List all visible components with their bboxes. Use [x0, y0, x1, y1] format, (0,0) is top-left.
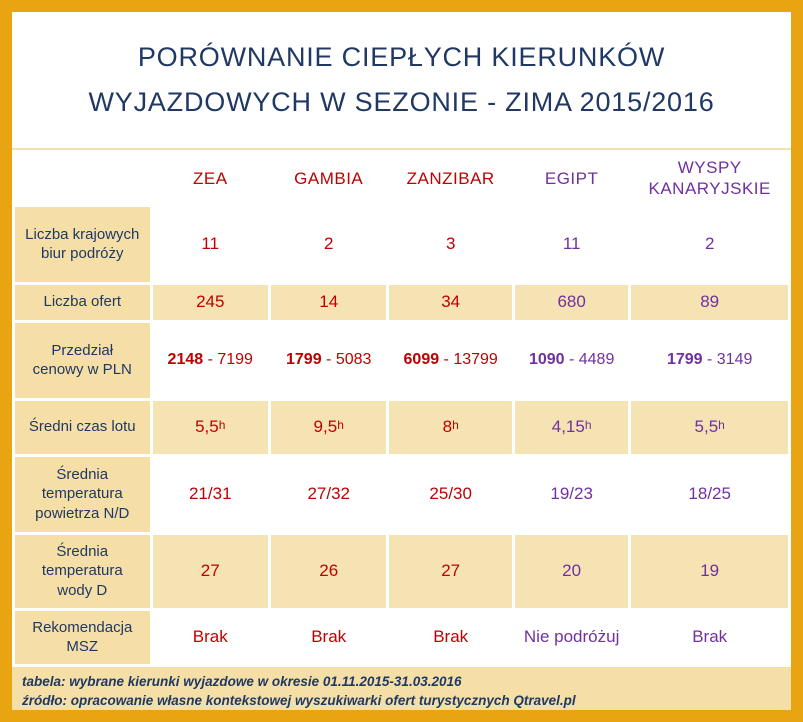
row-label: Rekomendacja MSZ — [12, 607, 153, 667]
value-cell: 1799 - 5083 — [267, 319, 390, 401]
table-row: Średnia temperatura wody D 27 26 27 20 19 — [12, 531, 791, 611]
value-cell: 6099 - 13799 — [386, 319, 515, 401]
value-cell: 21/31 — [149, 453, 271, 535]
value-cell: 27 — [386, 531, 515, 611]
value-cell: 14 — [267, 281, 390, 323]
table-row: Średnia temperatura powietrza N/D 21/31 27… — [12, 453, 791, 535]
column-header-gambia: GAMBIA — [267, 150, 390, 207]
table-wrap: ZEA GAMBIA ZANZIBAR EGIPT WYSPY KANARYJSKIE … — [12, 150, 791, 667]
page-title-line1: PORÓWNANIE CIEPŁYCH KIERUNKÓW — [137, 42, 666, 72]
footer-line1: tabela: wybrane kierunki wyjazdowe w okr… — [22, 673, 462, 689]
value-cell: 9,5h — [267, 397, 390, 457]
value-cell: 20 — [511, 531, 632, 611]
value-cell: 245 — [149, 281, 271, 323]
row-label: Średni czas lotu — [12, 397, 153, 457]
value-cell: 4,15h — [511, 397, 632, 457]
row-label: Średnia temperatura wody D — [12, 531, 153, 611]
table-row: Przedział cenowy w PLN 2148 - 7199 1799 - … — [12, 319, 791, 401]
column-header-zea: ZEA — [149, 150, 271, 207]
table-body: Liczba krajowych biur podróży 11 2 3 11 2 Licz… — [12, 203, 791, 667]
table-row: Liczba ofert 245 14 34 680 89 — [12, 281, 791, 323]
row-label: Liczba krajowych biur podróży — [12, 203, 153, 285]
page-title-line2: WYJAZDOWYCH W SEZONIE - ZIMA 2015/2016 — [88, 87, 715, 117]
value-cell: 8h — [386, 397, 515, 457]
value-cell: 34 — [386, 281, 515, 323]
value-cell: 2 — [628, 203, 791, 285]
header-row: ZEA GAMBIA ZANZIBAR EGIPT WYSPY KANARYJSKIE — [12, 150, 791, 207]
value-cell: 27 — [149, 531, 271, 611]
value-cell: Nie podróżuj — [511, 607, 632, 667]
value-cell: Brak — [267, 607, 390, 667]
value-cell: 1799 - 3149 — [628, 319, 791, 401]
value-cell: 27/32 — [267, 453, 390, 535]
value-cell: 2148 - 7199 — [149, 319, 271, 401]
value-cell: 5,5h — [149, 397, 271, 457]
comparison-table: ZEA GAMBIA ZANZIBAR EGIPT WYSPY KANARYJSKIE … — [12, 150, 791, 667]
footer-line2: źródło: opracowanie własne kontekstowej … — [22, 693, 576, 709]
row-label: Przedział cenowy w PLN — [12, 319, 153, 401]
value-cell: 1090 - 4489 — [511, 319, 632, 401]
value-cell: 11 — [511, 203, 632, 285]
value-cell: Brak — [386, 607, 515, 667]
value-cell: 19 — [628, 531, 791, 611]
value-cell: 2 — [267, 203, 390, 285]
column-header-wyspy-kanaryjskie: WYSPY KANARYJSKIE — [628, 150, 791, 207]
table-row: Liczba krajowych biur podróży 11 2 3 11 2 — [12, 203, 791, 285]
content-area: PORÓWNANIE CIEPŁYCH KIERUNKÓW WYJAZDOWYC… — [12, 12, 791, 710]
row-label: Liczba ofert — [12, 281, 153, 323]
value-cell: 680 — [511, 281, 632, 323]
value-cell: Brak — [628, 607, 791, 667]
title-block: PORÓWNANIE CIEPŁYCH KIERUNKÓW WYJAZDOWYC… — [12, 12, 791, 150]
corner-cell — [12, 150, 153, 207]
value-cell: 11 — [149, 203, 271, 285]
value-cell: 89 — [628, 281, 791, 323]
value-cell: 26 — [267, 531, 390, 611]
value-cell: 5,5h — [628, 397, 791, 457]
footer: tabela: wybrane kierunki wyjazdowe w okr… — [12, 666, 791, 710]
value-cell: 3 — [386, 203, 515, 285]
column-header-zanzibar: ZANZIBAR — [386, 150, 515, 207]
row-label: Średnia temperatura powietrza N/D — [12, 453, 153, 535]
column-header-egipt: EGIPT — [511, 150, 632, 207]
value-cell: 18/25 — [628, 453, 791, 535]
value-cell: Brak — [149, 607, 271, 667]
table-row: Średni czas lotu 5,5h 9,5h 8h 4,15h 5,5h — [12, 397, 791, 457]
value-cell: 19/23 — [511, 453, 632, 535]
table-row: Rekomendacja MSZ Brak Brak Brak Nie podróżuj… — [12, 607, 791, 667]
value-cell: 25/30 — [386, 453, 515, 535]
